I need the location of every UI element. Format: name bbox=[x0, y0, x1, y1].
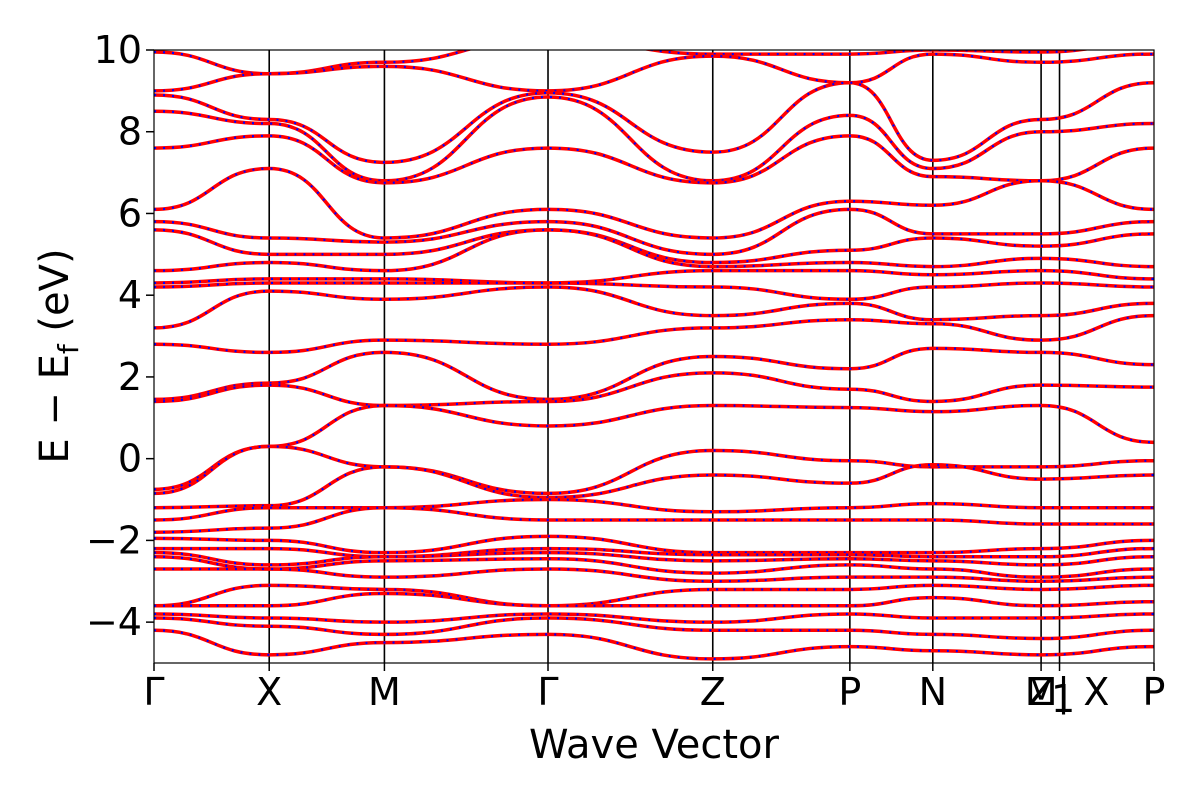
x-tick-label: X bbox=[256, 670, 282, 714]
band-line-blue bbox=[154, 463, 1154, 509]
band-line-red bbox=[154, 313, 1154, 355]
band-line-blue bbox=[154, 347, 1154, 401]
band-line-blue bbox=[154, 535, 1154, 554]
band-line-blue bbox=[154, 167, 1154, 240]
y-tick-label: −2 bbox=[86, 518, 142, 562]
x-tick-label: X bbox=[1083, 670, 1109, 714]
x-tick-label: M bbox=[368, 670, 401, 714]
x-tick-label: 1 bbox=[1051, 677, 1075, 721]
band-line-red bbox=[154, 612, 1154, 624]
y-axis-title: E − Ef (eV) bbox=[32, 248, 85, 463]
y-tick-label: −4 bbox=[86, 600, 142, 644]
band-line-red bbox=[154, 550, 1154, 567]
band-line-red bbox=[154, 554, 1154, 579]
band-line-blue bbox=[154, 404, 1154, 491]
y-tick-label: 0 bbox=[118, 437, 142, 481]
y-tick-label: 4 bbox=[118, 273, 142, 317]
x-tick-label: Γ bbox=[537, 670, 558, 714]
band-line-red bbox=[154, 134, 1154, 185]
band-line-blue bbox=[154, 445, 1154, 495]
y-tick-label: 2 bbox=[118, 355, 142, 399]
x-axis-ticks: Γ X M Γ Z P N ZM1| X P bbox=[143, 663, 1165, 721]
y-tick-label: 8 bbox=[118, 110, 142, 154]
x-tick-label: N bbox=[919, 670, 947, 714]
x-axis-title: Wave Vector bbox=[529, 722, 780, 768]
x-tick-label: M bbox=[1025, 670, 1058, 714]
x-tick-label: | bbox=[1057, 670, 1070, 715]
band-line-blue bbox=[154, 567, 1154, 583]
band-line-red bbox=[154, 95, 1154, 183]
x-tick-label: P bbox=[1143, 670, 1166, 714]
band-line-red bbox=[154, 285, 1154, 330]
band-line-blue bbox=[154, 547, 1154, 558]
x-tick-label: Γ bbox=[143, 670, 164, 714]
plot-frame bbox=[153, 49, 1155, 664]
y-tick-label: 6 bbox=[118, 191, 142, 235]
band-line-red bbox=[154, 616, 1154, 641]
band-line-red bbox=[154, 505, 1154, 534]
band-line-blue bbox=[154, 208, 1154, 256]
band-line-blue bbox=[154, 52, 1154, 92]
x-tick-label: Z bbox=[1028, 670, 1054, 714]
band-line-blue bbox=[154, 269, 1154, 285]
y-tick-label: 10 bbox=[94, 28, 142, 72]
y-axis-title-subscript: f bbox=[52, 343, 85, 354]
y-axis-title-unit: (eV) bbox=[32, 248, 78, 344]
y-axis-title-main: E − E bbox=[32, 354, 78, 464]
x-tick-label: P bbox=[838, 670, 861, 714]
band-line-blue bbox=[154, 498, 1154, 522]
band-line-blue bbox=[154, 281, 1154, 301]
band-line-red bbox=[154, 591, 1154, 608]
band-line-red bbox=[154, 371, 1154, 408]
band-line-blue bbox=[154, 228, 1154, 264]
y-axis-ticks: −4 −2 0 2 4 6 8 10 bbox=[86, 28, 154, 644]
x-tick-label: Z bbox=[700, 670, 726, 714]
band-line-red bbox=[154, 583, 1154, 608]
band-lines bbox=[154, 50, 1154, 661]
band-line-blue bbox=[154, 81, 1154, 164]
band-line-blue bbox=[154, 228, 1154, 272]
band-line-red bbox=[154, 628, 1154, 661]
